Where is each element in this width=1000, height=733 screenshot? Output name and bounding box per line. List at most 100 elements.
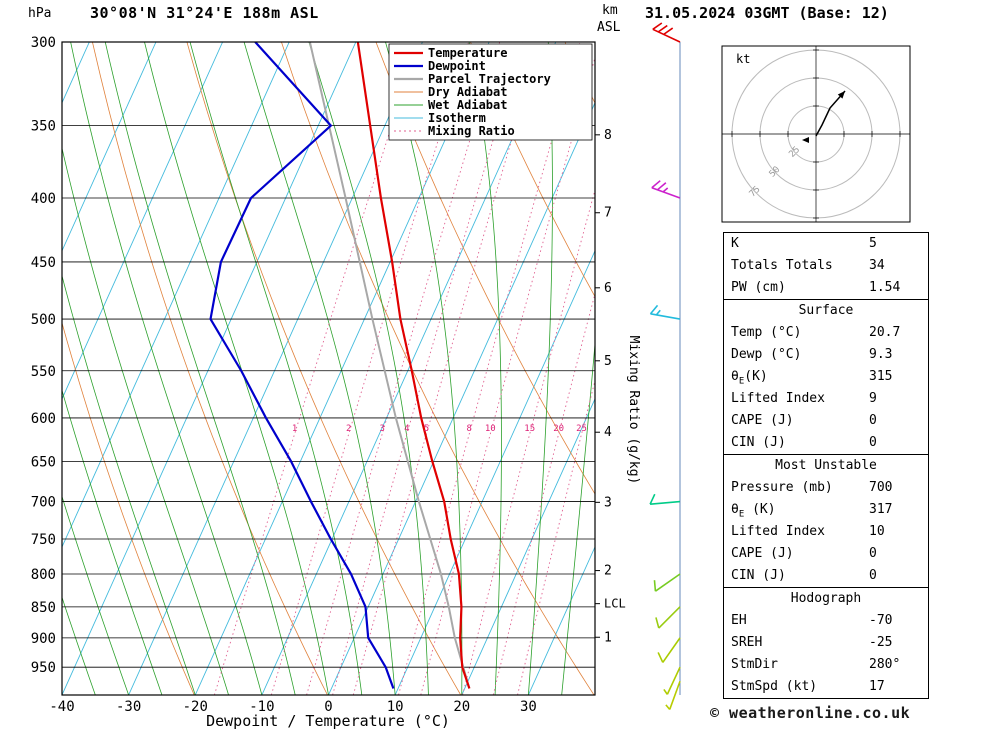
wet-adiabat-line: [62, 596, 96, 695]
table-row-value: 34: [869, 258, 885, 273]
isotherm-line: [62, 42, 290, 549]
table-row: Dewp (°C) 9.3: [724, 344, 928, 366]
table-row: Pressure (mb) 700: [724, 477, 928, 499]
table-row-label: CIN (J): [731, 435, 786, 450]
table-group: Surface Temp (°C) 20.7 Dewp (°C) 9.3 θE(K) 315…: [724, 299, 928, 454]
table-row-value: 9.3: [869, 347, 893, 362]
wind-barb: [653, 573, 681, 592]
wet-adiabat-line: [62, 146, 229, 695]
indices-table: K 5 Totals Totals 34 PW (cm) 1.54 Surface Temp …: [723, 232, 929, 699]
pressure-tick-label: 450: [31, 255, 56, 271]
table-row-label: CAPE (J): [731, 546, 794, 561]
table-row-value: 0: [869, 435, 877, 450]
pressure-axis-unit-label: hPa: [28, 6, 52, 21]
temperature-tick-label: 30: [520, 699, 537, 715]
pressure-tick-label: 750: [31, 532, 56, 548]
temperature-tick-label: 10: [387, 699, 404, 715]
pressure-tick-label: 400: [31, 191, 56, 207]
table-row: CIN (J) 0: [724, 565, 928, 587]
lcl-label: LCL: [604, 597, 626, 611]
isotherm-line: [461, 397, 595, 695]
table-row: θE(K) 315: [724, 366, 928, 388]
hodograph-trace-arrowhead: [837, 91, 845, 99]
legend-label: Mixing Ratio: [428, 124, 515, 138]
table-row-value: 10: [869, 524, 885, 539]
table-row-label: SREH: [731, 635, 763, 650]
wind-barb: [657, 637, 681, 663]
table-row-value: 0: [869, 413, 877, 428]
temperature-tick-label: 20: [453, 699, 470, 715]
table-row-label: K: [731, 236, 739, 251]
legend-label: Wet Adiabat: [428, 98, 507, 112]
table-row-label: Lifted Index: [731, 391, 825, 406]
hodograph-wind-trace: [815, 90, 846, 137]
isotherm-line: [62, 42, 157, 252]
isotherm-line: [328, 101, 595, 695]
wind-barb: [663, 666, 681, 695]
table-row-value: 317: [869, 502, 893, 517]
mixing-ratio-value-label: 1: [292, 424, 297, 434]
table-row: CAPE (J) 0: [724, 543, 928, 565]
legend-label: Isotherm: [428, 111, 486, 125]
height-tick-label: 1: [604, 630, 612, 645]
wind-barb: [652, 22, 681, 43]
pressure-tick-label: 550: [31, 364, 56, 380]
isotherm-line: [194, 42, 490, 695]
pressure-tick-label: 350: [31, 119, 56, 135]
wet-adiabat-line: [62, 495, 130, 695]
height-tick-label: 4: [604, 425, 612, 440]
table-row-value: 0: [869, 546, 877, 561]
table-row-label: CIN (J): [731, 568, 786, 583]
mixing-ratio-line: [462, 188, 595, 695]
table-row-label: EH: [731, 613, 747, 628]
table-row-label: CAPE (J): [731, 413, 794, 428]
table-row: StmSpd (kt) 17: [724, 676, 928, 698]
parcel-trajectory-curve: [308, 42, 471, 689]
table-row-label: StmSpd (kt): [731, 679, 818, 694]
height-tick-label: 8: [604, 128, 612, 143]
mixing-ratio-line: [332, 42, 523, 695]
legend-label: Parcel Trajectory: [428, 72, 551, 86]
table-row-label: Dewp (°C): [731, 347, 802, 362]
copyright: © weatheronline.co.uk: [710, 704, 911, 722]
isotherm-line: [128, 42, 423, 695]
height-tick-label: 6: [604, 281, 612, 296]
mixing-ratio-value-label: 25: [576, 424, 587, 434]
wind-barb: [651, 180, 681, 199]
table-row-label: Pressure (mb): [731, 480, 833, 495]
table-group: Hodograph EH -70 SREH -25 StmDir 280° StmSpd (k…: [724, 587, 928, 698]
mixing-ratio-value-label: 4: [404, 424, 409, 434]
table-row-label: StmDir: [731, 657, 778, 672]
pressure-tick-label: 700: [31, 495, 56, 511]
table-row-label: Totals Totals: [731, 258, 833, 273]
wind-barb: [649, 304, 681, 320]
table-row: θE (K) 317: [724, 499, 928, 521]
table-row: CIN (J) 0: [724, 432, 928, 454]
table-row-value: 280°: [869, 657, 901, 672]
table-row-value: 5: [869, 236, 877, 251]
table-row: Totals Totals 34: [724, 255, 928, 277]
table-row-value: 9: [869, 391, 877, 406]
table-row-value: 17: [869, 679, 885, 694]
table-group: Most Unstable Pressure (mb) 700 θE (K) 317 Li…: [724, 454, 928, 587]
wet-adiabat-line: [70, 42, 263, 695]
isotherm-line: [62, 42, 357, 695]
mixing-ratio-value-label: 5: [424, 424, 429, 434]
pressure-tick-label: 900: [31, 631, 56, 647]
legend-label: Dewpoint: [428, 59, 486, 73]
temperature-tick-label: -20: [183, 699, 208, 715]
wet-adiabat-line: [62, 389, 163, 695]
height-tick-label: 5: [604, 354, 612, 369]
table-row-label: Lifted Index: [731, 524, 825, 539]
wind-barb: [665, 680, 681, 710]
pressure-tick-label: 300: [31, 35, 56, 51]
pressure-tick-label: 850: [31, 600, 56, 616]
height-tick-label: 2: [604, 564, 612, 579]
table-row: SREH -25: [724, 632, 928, 654]
table-row-value: 1.54: [869, 280, 901, 295]
dry-adiabat-line: [470, 42, 595, 298]
wet-adiabat-line: [104, 42, 296, 695]
